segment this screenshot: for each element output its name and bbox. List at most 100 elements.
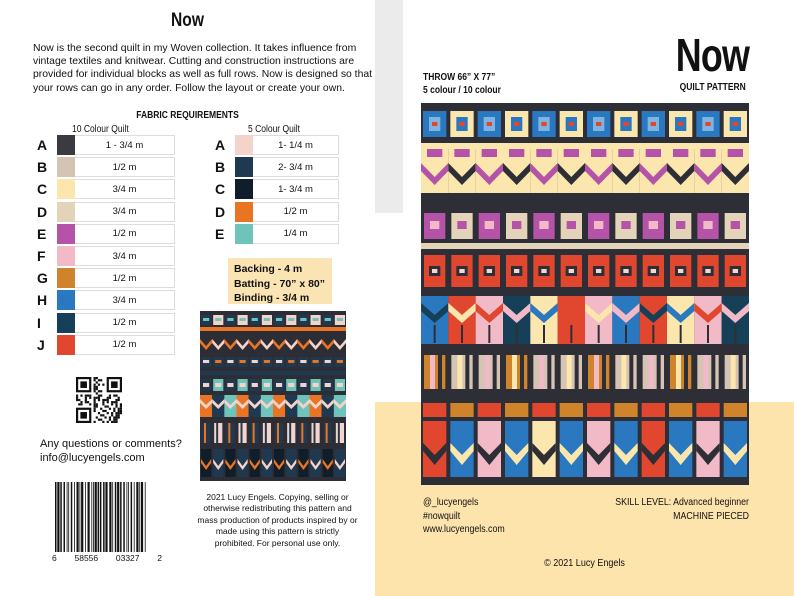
tan-stripe [730,355,736,389]
barcode-bar [103,482,105,552]
square-center [457,221,467,229]
fabric-row: H 3/4 m [37,289,175,311]
mini-arrow [274,449,285,477]
barcode-bar [97,482,100,552]
square-center [648,221,658,229]
qr-module [115,412,118,415]
qr-module [95,416,98,419]
fabric-row: D 1/2 m [215,201,339,223]
fabric-amount: 1/2 m [75,334,175,355]
tan-stripe [574,355,579,389]
qr-module [117,409,120,413]
arrow-stripe [597,325,600,343]
mini-bar [324,318,331,321]
mini-bar [312,318,319,321]
qr-module [78,403,81,406]
qr-module [97,412,101,415]
qr-module [93,385,96,388]
red-block-bar [596,269,602,273]
quilt-chevron [321,339,334,350]
fabric-amount: 3/4 m [75,179,175,200]
qr-module [115,405,118,408]
quilt-chevron [213,459,224,470]
column-top [454,149,470,157]
qr-module [102,401,105,404]
five-colour-quilt-preview [200,311,346,481]
fabric-amount: 1/2 m [75,312,175,333]
quilt-chevron [557,303,585,323]
qr-module [104,416,107,419]
quilt-chevron [448,303,476,323]
quilt-chevron [694,163,722,185]
quilt-chevron [260,339,273,350]
square-center [730,221,740,229]
qr-module [115,398,118,402]
mini-block [262,423,271,443]
qr-module [89,394,92,397]
tan-stripe [512,355,517,389]
qr-module [95,403,98,406]
quilt-chevron [322,459,333,470]
quilt-chevron [236,399,249,409]
quilt-chevron [298,459,309,470]
arrow-body [723,421,747,477]
qr-module [95,387,98,391]
fabric-letter: G [37,270,48,287]
fabric-row: C 1- 3/4 m [215,178,339,200]
instagram-handle[interactable]: @_lucyengels [423,497,479,508]
mini-bar [312,383,319,387]
mini-bar [263,383,270,387]
social-links: @_lucyengels #nowquilt www.lucyengels.co… [423,496,505,537]
window-bar [732,122,738,126]
quilt-chevron [333,339,346,350]
quilt-chevron [224,339,237,350]
qr-module [93,409,96,413]
fabric-swatch [57,157,75,178]
tan-stripe [621,355,627,389]
quilt-chevron [333,399,346,409]
arrow-body [641,421,665,477]
fabric-letter: B [37,159,48,176]
mini-bar [276,318,283,321]
qr-module [104,409,107,413]
five-colour-heading: 5 Colour Quilt [248,124,300,135]
qr-module [84,394,87,397]
quilt-chevron [248,339,261,350]
arrow-stripe [433,325,436,343]
qr-module [89,396,92,399]
fabric-letter: C [215,181,226,198]
mini-bar [336,318,343,321]
qr-module [97,390,101,393]
qr-module [106,412,109,415]
fabric-swatch [57,223,75,244]
website-link[interactable]: www.lucyengels.com [423,524,505,535]
fabric-row: A 1 - 3/4 m [37,134,175,156]
arrow-body [559,421,583,477]
contact-email[interactable]: info@lucyengels.com [40,452,145,464]
red-block-bar [623,269,629,273]
mini-bar [251,383,258,387]
barcode-digits: 6 58556 03327 2 [52,553,162,563]
qr-module [84,398,87,402]
mini-stripe [289,423,292,443]
column-top [427,149,443,157]
qr-module [108,394,112,397]
qr-module [115,403,118,406]
arrow-body [696,421,720,477]
fabric-amount: 1/2 m [75,268,175,289]
column-top [645,149,661,157]
column-top [727,149,743,157]
square-center [484,221,494,229]
column-top [509,149,525,157]
barcode-digit-group: 03327 [115,553,140,563]
fabric-amount: 3/4 m [75,246,175,266]
arrow-top [532,403,556,417]
qr-module [95,385,98,388]
square-center [512,221,522,229]
quilt-chevron [694,303,722,323]
qr-module [97,379,101,382]
mini-bar [263,360,270,363]
column-top [591,149,607,157]
quilt-chevron [477,443,501,465]
qr-module [93,390,96,393]
